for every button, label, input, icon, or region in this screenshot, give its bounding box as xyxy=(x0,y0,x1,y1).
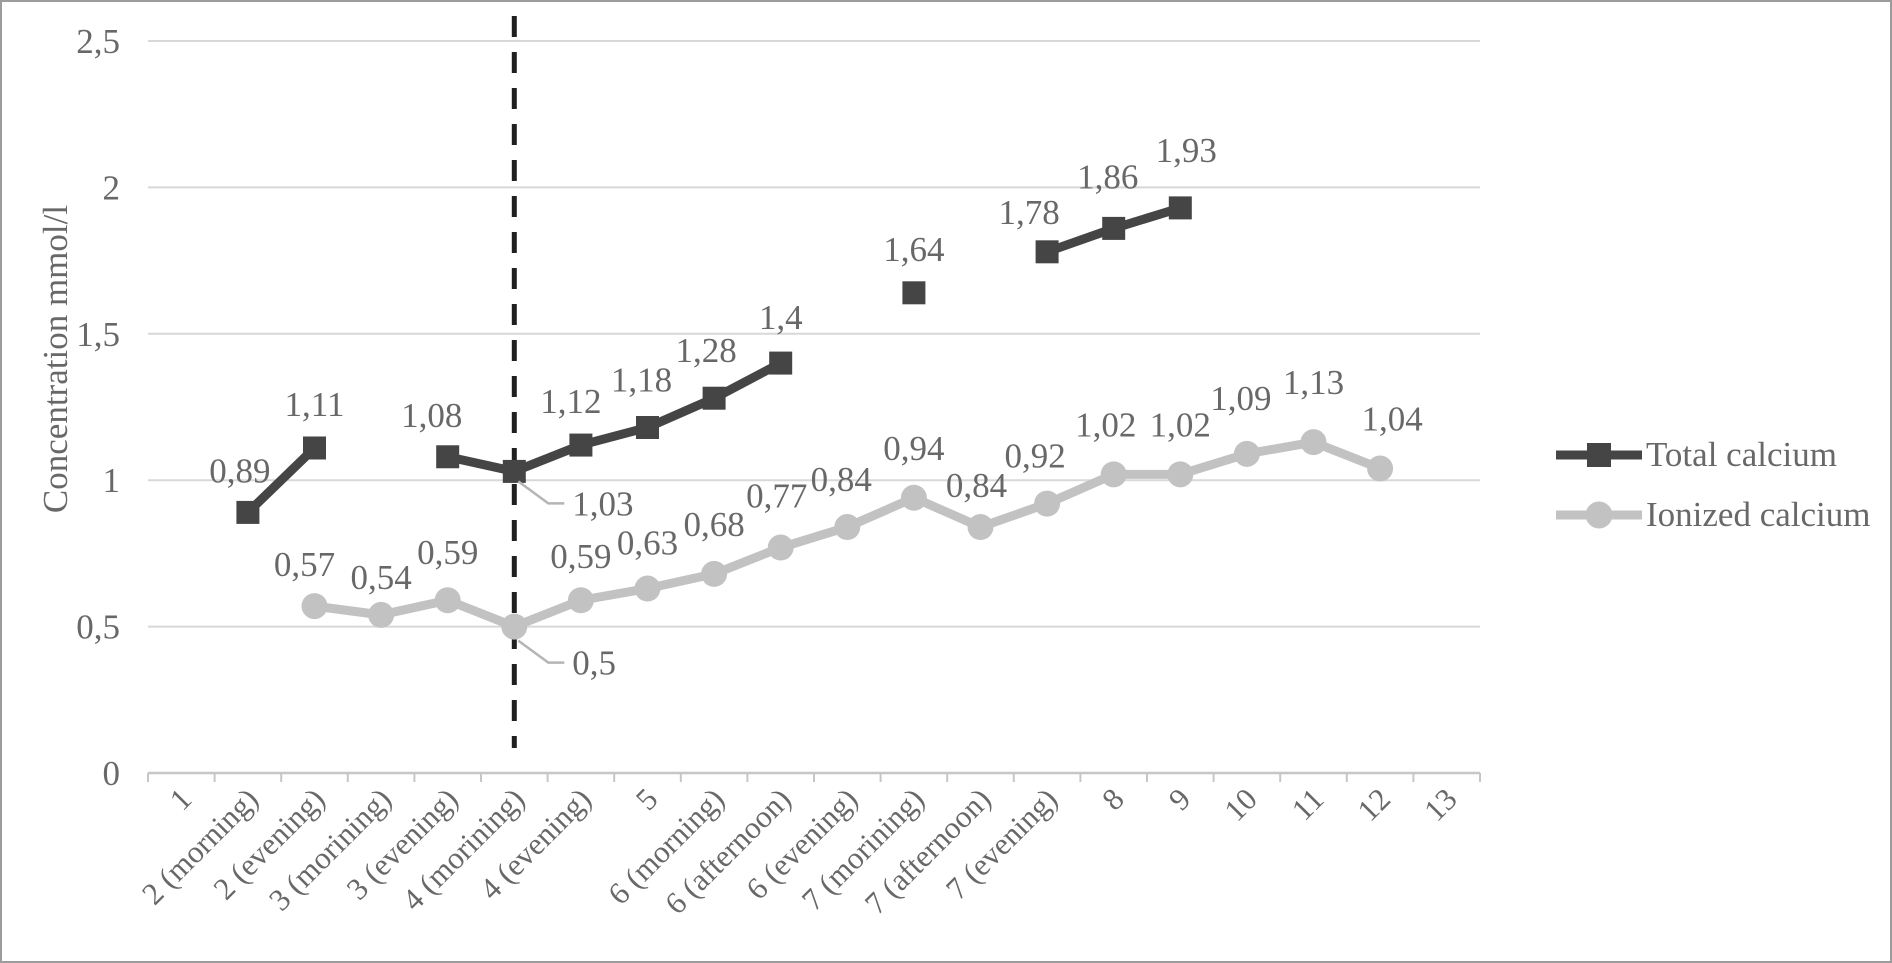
data-point-label: 0,77 xyxy=(746,477,807,516)
data-point-label: 1,18 xyxy=(611,360,672,399)
x-tick-label: 11 xyxy=(1285,781,1331,827)
data-labels: 0,89 1,11 1,08 1,12 1,181,28 1,4 1,64 1,78 1,86 1… xyxy=(209,131,1422,597)
x-axis xyxy=(147,771,1481,782)
data-point-label: 0,94 xyxy=(883,429,944,468)
data-point-marker xyxy=(900,484,927,511)
data-point-label: 1,09 xyxy=(1210,379,1271,418)
data-point-label: 1,11 xyxy=(285,385,345,424)
data-point-label: 0,59 xyxy=(417,533,478,572)
data-point-marker xyxy=(303,436,326,460)
y-tick-label: 1 xyxy=(103,461,121,500)
data-point-marker xyxy=(569,433,593,457)
data-point-marker xyxy=(1300,429,1327,456)
data-point-marker xyxy=(1167,461,1194,488)
data-point-marker xyxy=(436,445,460,469)
data-point-label: 1,4 xyxy=(759,298,803,337)
callout-0-5: 0,5 xyxy=(517,639,616,683)
data-point-label: 1,13 xyxy=(1283,363,1344,402)
data-point-label: 0,59 xyxy=(550,537,611,576)
data-point-label: 0,84 xyxy=(946,466,1007,505)
data-point-marker xyxy=(236,500,260,524)
legend: Total calcium Ionized calcium xyxy=(1554,430,1870,540)
data-point-marker xyxy=(1035,240,1059,264)
callout-label: 1,03 xyxy=(572,484,633,523)
data-point-label: 1,02 xyxy=(1150,405,1211,444)
data-point-marker xyxy=(301,593,328,620)
data-point-marker xyxy=(1233,440,1260,467)
data-point-label: 0,68 xyxy=(683,505,744,544)
data-point-marker xyxy=(702,386,726,410)
y-tick-label: 2 xyxy=(103,168,121,207)
x-tick-label: 1 xyxy=(163,781,199,817)
ionized-calcium-legend-marker-icon xyxy=(1556,501,1642,529)
data-point-marker xyxy=(767,534,794,561)
data-point-marker xyxy=(1034,490,1061,517)
data-point-label: 1,64 xyxy=(883,230,944,269)
data-point-marker xyxy=(634,575,661,602)
callout-label: 0,5 xyxy=(572,644,616,683)
y-tick-label: 2,5 xyxy=(76,22,120,61)
data-point-marker xyxy=(834,514,861,541)
x-tick-label: 13 xyxy=(1417,781,1464,828)
legend-item-total-calcium: Total calcium xyxy=(1554,430,1870,480)
x-tick-label: 8 xyxy=(1095,781,1131,817)
data-point-label: 1,93 xyxy=(1156,131,1217,170)
x-tick-label: 12 xyxy=(1350,781,1397,828)
data-point-marker xyxy=(368,601,395,628)
data-point-marker xyxy=(501,613,528,640)
data-point-label: 1,04 xyxy=(1361,399,1422,438)
legend-item-ionized-calcium: Ionized calcium xyxy=(1554,490,1870,540)
data-point-marker xyxy=(1102,216,1126,240)
y-tick-label: 0,5 xyxy=(76,608,120,647)
data-point-label: 1,02 xyxy=(1075,405,1136,444)
y-tick-labels: 0 0,5 1 1,5 2 2,5 xyxy=(76,22,120,793)
total-calcium-legend-marker-icon xyxy=(1556,443,1642,467)
data-point-marker xyxy=(1367,455,1394,482)
data-point-marker xyxy=(1100,461,1127,488)
y-axis-title: Concentration mmol/l xyxy=(36,204,75,514)
data-point-label: 1,08 xyxy=(401,396,462,435)
y-tick-label: 0 xyxy=(103,754,121,793)
data-point-marker xyxy=(1168,196,1192,220)
data-point-label: 0,84 xyxy=(811,460,872,499)
series-ionized-calcium xyxy=(301,429,1394,640)
data-point-label: 1,28 xyxy=(675,331,736,370)
x-tick-labels: 12 (morning)2 (evening)3 (morining)3 (ev… xyxy=(135,781,1464,921)
data-point-marker xyxy=(434,587,461,614)
data-point-marker xyxy=(967,514,994,541)
data-point-label: 0,57 xyxy=(274,545,335,584)
legend-label-ionized-calcium: Ionized calcium xyxy=(1646,495,1871,534)
data-point-label: 0,63 xyxy=(617,524,678,563)
data-point-marker xyxy=(567,587,594,614)
data-point-label: 0,89 xyxy=(209,451,270,490)
data-point-marker xyxy=(502,459,526,483)
series-total-calcium xyxy=(236,196,1192,524)
data-point-label: 1,12 xyxy=(540,382,601,421)
data-point-label: 0,92 xyxy=(1004,437,1065,476)
y-tick-label: 1,5 xyxy=(76,315,120,354)
gridlines xyxy=(148,40,1480,628)
x-tick-label: 10 xyxy=(1217,781,1264,828)
data-point-label: 0,54 xyxy=(350,558,411,597)
data-point-marker xyxy=(701,560,728,587)
data-point-marker xyxy=(769,351,793,375)
x-tick-label: 9 xyxy=(1162,781,1198,817)
data-point-marker xyxy=(902,281,926,305)
callout-1-03: 1,03 xyxy=(517,480,634,523)
x-tick-label: 5 xyxy=(629,781,665,817)
data-point-marker xyxy=(636,415,659,439)
data-point-label: 1,86 xyxy=(1077,157,1138,196)
data-point-label: 1,78 xyxy=(998,193,1059,232)
legend-label-total-calcium: Total calcium xyxy=(1646,435,1837,474)
